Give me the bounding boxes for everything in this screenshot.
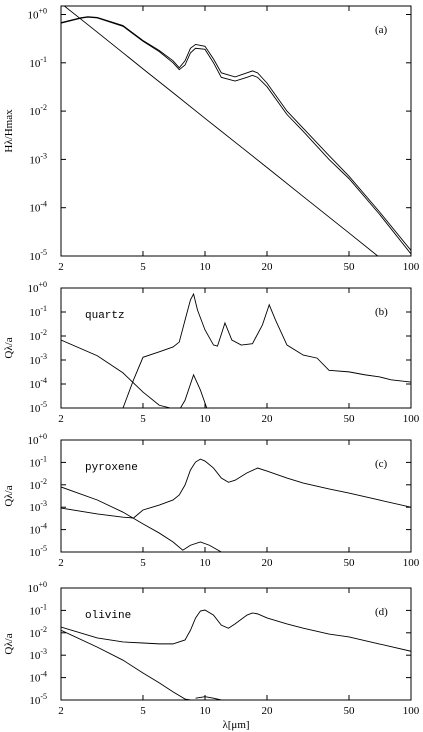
x-tick-label: 2	[58, 557, 64, 569]
x-tick-label: 2	[58, 261, 64, 273]
x-tick-label: 5	[140, 705, 146, 717]
y-tick-label: 10-4	[29, 670, 47, 685]
y-axis-label: Qλ/a	[3, 633, 15, 654]
x-tick-label: 50	[343, 557, 355, 569]
x-tick-label: 5	[140, 413, 146, 425]
x-tick-label: 100	[403, 705, 420, 717]
x-tick-label: 20	[262, 261, 274, 273]
curve	[61, 339, 208, 408]
plot-area	[61, 458, 411, 552]
panel-label: (d)	[375, 606, 388, 618]
panel-label: (a)	[375, 24, 388, 36]
y-tick-label: 10+0	[27, 280, 47, 295]
material-label: quartz	[85, 310, 125, 322]
plot-frame	[60, 587, 412, 701]
plot-area	[61, 292, 411, 408]
plot-frame	[60, 439, 412, 553]
x-tick-label: 2	[58, 705, 64, 717]
x-tick-label: 100	[403, 261, 420, 273]
y-tick-label: 10-3	[29, 499, 47, 514]
plot-area	[61, 6, 411, 256]
x-tick-label: 100	[403, 413, 420, 425]
plot-frame	[60, 5, 412, 257]
curve	[61, 486, 222, 552]
y-axis-label: Qλ/a	[3, 337, 15, 358]
y-tick-label: 10-1	[29, 304, 47, 319]
x-tick-label: 10	[199, 261, 211, 273]
plot-frame	[60, 287, 412, 409]
y-tick-label: 10-5	[29, 248, 47, 263]
material-label: olivine	[85, 610, 131, 622]
y-tick-label: 10-3	[29, 151, 47, 166]
y-tick-label: 10-5	[29, 400, 47, 415]
x-tick-label: 50	[343, 261, 355, 273]
x-tick-label: 10	[199, 413, 211, 425]
curve	[61, 629, 222, 700]
x-tick-label: 20	[262, 705, 274, 717]
y-tick-label: 10+0	[27, 580, 47, 595]
x-tick-label: 20	[262, 413, 274, 425]
x-axis-label: λ[μm]	[222, 719, 249, 731]
y-tick-label: 10-4	[29, 376, 47, 391]
y-tick-label: 10-1	[29, 454, 47, 469]
plot-area	[61, 609, 411, 700]
y-tick-label: 10-2	[29, 625, 47, 640]
y-tick-label: 10-4	[29, 200, 47, 215]
panel-label: (c)	[375, 458, 388, 470]
x-tick-label: 50	[343, 705, 355, 717]
y-tick-label: 10-4	[29, 522, 47, 537]
x-tick-label: 50	[343, 413, 355, 425]
curve	[61, 458, 411, 519]
x-tick-label: 2	[58, 413, 64, 425]
y-tick-label: 10-2	[29, 328, 47, 343]
y-tick-label: 10-1	[29, 55, 47, 70]
y-tick-label: 10-2	[29, 477, 47, 492]
y-tick-label: 10-5	[29, 544, 47, 559]
curve	[63, 6, 379, 256]
y-tick-label: 10-2	[29, 103, 47, 118]
curve	[122, 292, 411, 408]
curve	[61, 16, 411, 251]
x-tick-label: 5	[140, 261, 146, 273]
y-tick-label: 10-1	[29, 602, 47, 617]
x-tick-label: 10	[199, 557, 211, 569]
x-tick-label: 20	[262, 557, 274, 569]
x-tick-label: 5	[140, 557, 146, 569]
panel-label: (b)	[375, 306, 388, 318]
y-tick-label: 10-3	[29, 647, 47, 662]
x-tick-label: 100	[403, 557, 420, 569]
y-tick-label: 10+0	[27, 7, 47, 22]
y-axis-label: Qλ/a	[3, 485, 15, 506]
curve	[61, 16, 411, 255]
y-tick-label: 10+0	[27, 432, 47, 447]
y-tick-label: 10-3	[29, 352, 47, 367]
material-label: pyroxene	[85, 462, 138, 474]
y-axis-label: Hλ/Hmax	[3, 109, 15, 153]
curve	[61, 609, 411, 652]
y-tick-label: 10-5	[29, 692, 47, 707]
x-tick-label: 10	[199, 705, 211, 717]
